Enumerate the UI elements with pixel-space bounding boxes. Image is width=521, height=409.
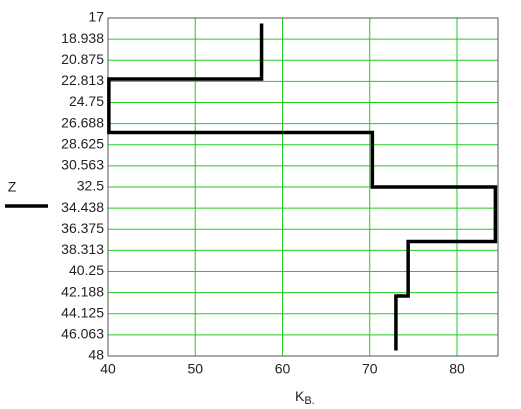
y-tick-label: 22.813 bbox=[61, 72, 104, 88]
x-tick-label: 70 bbox=[362, 361, 378, 377]
y-tick-label: 34.438 bbox=[61, 199, 104, 215]
y-tick-label: 18.938 bbox=[61, 30, 104, 46]
x-tick-label: 50 bbox=[187, 361, 203, 377]
x-label-sub: B. bbox=[304, 395, 314, 407]
y-tick-label: 44.125 bbox=[61, 304, 104, 320]
x-tick-label: 60 bbox=[275, 361, 291, 377]
y-tick-label: 20.875 bbox=[61, 51, 104, 67]
x-tick-label: 80 bbox=[449, 361, 465, 377]
y-tick-label: 48 bbox=[88, 347, 104, 363]
y-tick-label: 40.25 bbox=[69, 262, 104, 278]
y-tick-label: 36.375 bbox=[61, 220, 104, 236]
x-label-main: K bbox=[295, 388, 305, 404]
y-tick-label: 38.313 bbox=[61, 241, 104, 257]
data-line bbox=[107, 23, 498, 351]
y-tick-label: 32.5 bbox=[77, 178, 104, 194]
y-tick-label: 30.563 bbox=[61, 157, 104, 173]
y-tick-label: 17 bbox=[88, 9, 104, 25]
plot-frame bbox=[107, 17, 499, 357]
y-tick-label: 28.625 bbox=[61, 135, 104, 151]
y-tick-label: 26.688 bbox=[61, 114, 104, 130]
y-tick-label: 42.188 bbox=[61, 283, 104, 299]
x-tick-label: 40 bbox=[100, 361, 116, 377]
y-tick-label: 46.063 bbox=[61, 326, 104, 342]
legend-label: Z bbox=[8, 179, 17, 195]
x-axis-label: KB. bbox=[295, 388, 315, 407]
y-tick-label: 24.75 bbox=[69, 93, 104, 109]
